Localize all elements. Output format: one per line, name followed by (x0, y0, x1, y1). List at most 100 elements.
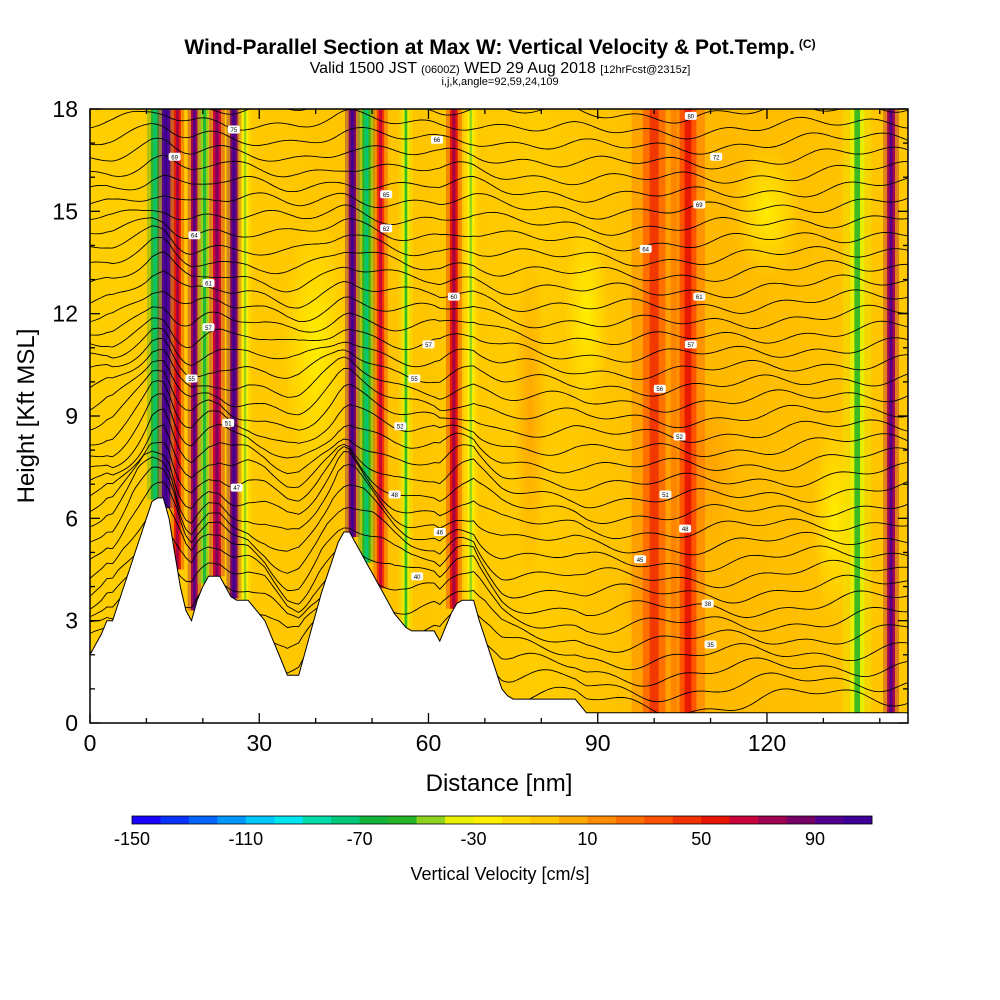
colorbar-swatch (786, 816, 816, 824)
x-tick-label: 60 (416, 730, 442, 756)
isentrope (90, 369, 908, 443)
vertical-velocity-field (146, 109, 899, 713)
colorbar-swatch (445, 816, 474, 824)
isentrope-label: 61 (202, 278, 215, 287)
y-tick-label: 9 (65, 403, 78, 429)
colorbar-tick-label: -150 (114, 829, 150, 849)
y-tick-label: 15 (52, 198, 78, 224)
isentrope (90, 502, 908, 604)
colorbar-swatch (672, 816, 702, 824)
w-column-core (153, 109, 157, 500)
colorbar-tick-label: -110 (228, 829, 263, 849)
w-field-blob (513, 245, 547, 587)
isentrope (90, 204, 908, 236)
colorbar-swatch (815, 816, 844, 824)
isentrope (90, 137, 908, 170)
w-column-core (243, 109, 247, 601)
w-column-core (164, 109, 168, 509)
isentrope-label-box (202, 323, 215, 332)
colorbar-swatch (132, 816, 161, 824)
isentrope (90, 192, 908, 220)
isentrope-label-box (380, 224, 393, 233)
isentrope (90, 528, 908, 618)
isentrope-label-text: 35 (707, 643, 714, 649)
isentrope-labels: 75 69 64 61 57 55 51 47 66 65 62 60 57 55 52 48 46 40 80 72… (168, 111, 723, 649)
isentrope-label-text: 64 (642, 247, 649, 253)
isentrope-label-text: 45 (637, 558, 644, 564)
w-column-core (350, 109, 354, 538)
colorbar-swatch (160, 816, 190, 824)
isentrope-label-box (639, 244, 652, 253)
chart-title: Wind-Parallel Section at Max W: Vertical… (184, 36, 816, 59)
colorbar-swatch (245, 816, 275, 824)
isentrope-label-text: 75 (231, 128, 238, 134)
w-column-core (889, 109, 893, 713)
isentrope-label-box (673, 432, 686, 441)
isentrope (90, 441, 908, 524)
isentrope-label-text: 64 (191, 234, 198, 240)
isentrope-label-box (701, 599, 714, 608)
isentrope-label: 52 (394, 422, 407, 431)
isentrope-label: 64 (188, 231, 201, 240)
isentrope (90, 450, 908, 539)
isentrope-label-box (394, 422, 407, 431)
isentrope-label-box (230, 483, 243, 492)
isentrope (90, 122, 908, 155)
isentrope-label-text: 47 (233, 486, 240, 492)
isentrope-label-box (693, 200, 706, 209)
isentrope-label-box (693, 292, 706, 301)
isentrope (90, 109, 908, 140)
colorbar-swatch (530, 816, 560, 824)
isentrope-label-text: 57 (425, 343, 432, 349)
isentrope-label-text: 69 (171, 155, 178, 161)
w-column-core (854, 109, 861, 713)
isentrope-label-text: 38 (704, 602, 711, 608)
colorbar-swatch (473, 816, 503, 824)
isentrope-label-text: 52 (676, 435, 683, 441)
w-column-core (469, 109, 473, 601)
colorbar-tick-label: 10 (577, 829, 597, 849)
colorbar-swatch (644, 816, 674, 824)
isentrope-label-text: 46 (436, 530, 443, 536)
isentrope-label-box (202, 278, 215, 287)
isentrope (90, 360, 908, 429)
colorbar-swatch (615, 816, 645, 824)
x-tick-label: 0 (84, 730, 97, 756)
w-column-core (649, 109, 659, 713)
isentrope-label-text: 48 (391, 493, 398, 499)
isentrope (90, 327, 908, 380)
isentrope-label-text: 51 (662, 493, 669, 499)
isentrope-label: 57 (422, 340, 435, 349)
isentrope-label-box (227, 125, 240, 134)
isentrope-label-box (388, 490, 401, 499)
isentrope-label-box (679, 524, 692, 533)
isentrope (90, 81, 908, 107)
colorbar-swatch (843, 816, 873, 824)
isentrope-label-box (380, 190, 393, 199)
w-field-blob (812, 415, 858, 621)
isentrope (90, 174, 908, 203)
isentrope-label-text: 61 (205, 281, 212, 287)
isentrope (90, 270, 908, 314)
colorbar-swatch (416, 816, 446, 824)
colorbar-swatch (388, 816, 417, 824)
isentrope-label: 51 (222, 418, 235, 427)
isentrope-label: 69 (168, 152, 181, 161)
isentrope-label: 48 (388, 490, 401, 499)
y-tick-label: 3 (65, 608, 78, 634)
isentrope (90, 481, 908, 589)
isentrope-label: 62 (380, 224, 393, 233)
isentrope-label: 55 (185, 374, 198, 383)
isentrope-label-text: 66 (434, 138, 441, 144)
isentrope-label-box (684, 340, 697, 349)
chart-subtitle: Valid 1500 JST (0600Z) WED 29 Aug 2018 [… (309, 60, 691, 77)
isentrope-label-box (653, 384, 666, 393)
isentrope (90, 466, 908, 573)
isentrope (90, 393, 908, 474)
isentrope-label: 35 (704, 640, 717, 649)
isentrope-label: 75 (227, 125, 240, 134)
colorbar-swatch (587, 816, 617, 824)
